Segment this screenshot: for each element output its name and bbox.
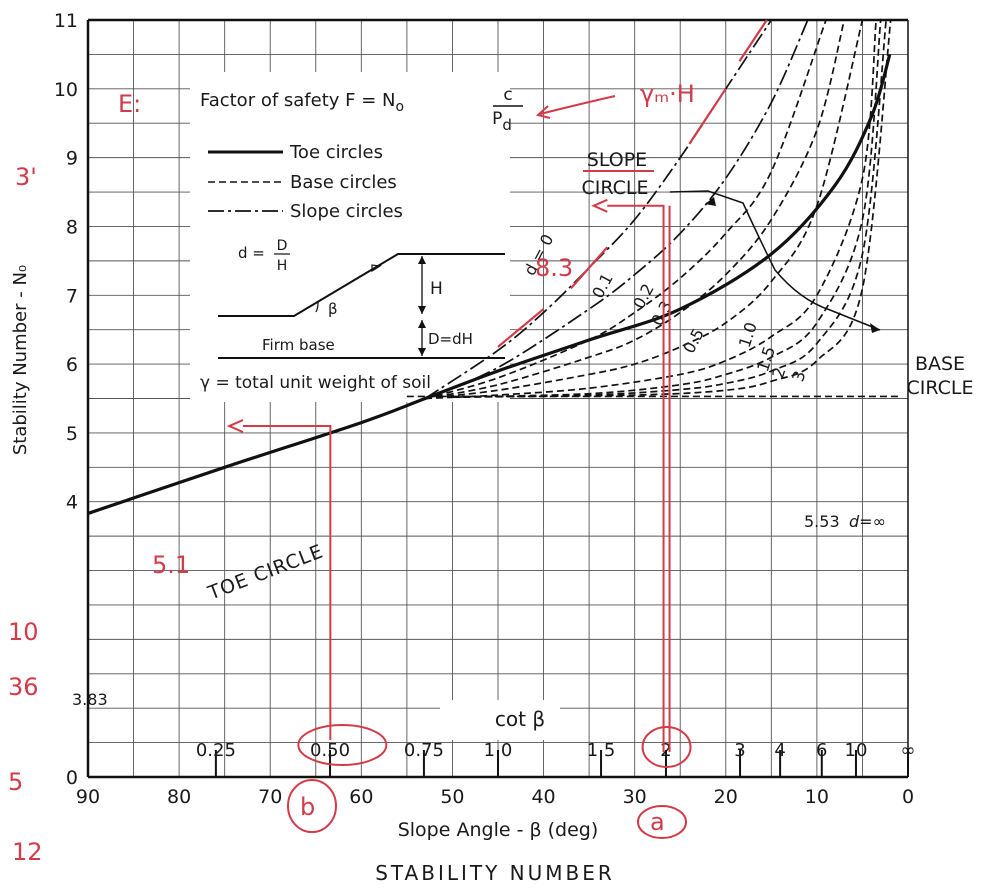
y-tick-label: 9	[66, 148, 78, 170]
inset-h: H	[430, 279, 443, 299]
series-curve	[425, 20, 877, 400]
value-5-53: 5.53	[804, 512, 840, 531]
cot-tick-label: ∞	[900, 740, 915, 761]
curve-layer	[88, 20, 899, 515]
curve-label: 0.3	[647, 298, 676, 329]
slope-circle-leader	[669, 190, 881, 331]
y-tick-label: 11	[54, 10, 78, 32]
x-tick-label: 0	[902, 786, 914, 808]
reading-line-a	[607, 204, 665, 752]
cot-tick-label: 3	[734, 740, 745, 761]
x-tick-label: 30	[623, 786, 647, 808]
value-3-83: 3.83	[72, 690, 108, 709]
x-tick-label: 50	[440, 786, 464, 808]
inset-beta: β	[328, 300, 338, 318]
cot-tick-label: 10	[845, 740, 868, 761]
handwritten-note: 3'	[15, 163, 37, 191]
x-tick-label: 90	[76, 786, 100, 808]
y-tick-label: 7	[66, 285, 78, 307]
series-curve	[424, 20, 846, 400]
curve-label: 3	[788, 368, 809, 384]
handwritten-note: E:	[118, 90, 141, 118]
y-tick-labels: 0 4 5 6 7 8 9 10 11	[54, 10, 78, 789]
series-curve	[452, 20, 892, 398]
handwritten-note: 8.3	[535, 254, 573, 282]
chart-footer: STABILITY NUMBER	[375, 861, 615, 885]
inset-diagram: d = D H β H D=dH Firm base γ = total uni…	[200, 238, 505, 393]
y-tick-label: 0	[66, 767, 78, 789]
handwritten-note: b	[300, 793, 315, 821]
legend-formula: Factor of safety F = No	[200, 90, 404, 115]
handwritten-note: 12	[12, 838, 43, 866]
cot-tick-label: 0.25	[196, 740, 236, 761]
y-tick-label: 4	[66, 492, 78, 514]
slope-outline	[218, 253, 505, 317]
cot-tick-label: 0.50	[310, 740, 350, 761]
handwritten-note: 5.1	[152, 551, 190, 579]
cot-tick-label: 6	[816, 740, 827, 761]
legend-formula-denominator: Pd	[492, 109, 512, 134]
base-circle-label-2: CIRCLE	[907, 377, 974, 399]
inset-firm-base: Firm base	[262, 336, 335, 354]
circle-a	[637, 805, 687, 839]
x-axis-label: Slope Angle - β (deg)	[398, 819, 599, 841]
d-infinity-label: d=∞	[849, 512, 886, 531]
x-tick-label: 40	[531, 786, 555, 808]
legend-base-label: Base circles	[290, 172, 397, 193]
y-tick-label: 10	[54, 79, 78, 101]
x-tick-labels: 90 80 70 60 50 40 30 20 10 0	[76, 786, 914, 808]
legend-toe-label: Toe circles	[289, 142, 383, 163]
x-tick-label: 60	[349, 786, 373, 808]
cot-tick-label: 1.5	[587, 740, 616, 761]
handwritten-note: γₘ·H	[640, 80, 695, 108]
inset-gamma-note: γ = total unit weight of soil	[200, 373, 431, 393]
cot-tick-label: 2	[660, 740, 671, 761]
series-curve	[452, 20, 882, 398]
legend-formula-numerator: c	[503, 85, 512, 105]
toe-circle-label: TOE CIRCLE	[204, 540, 326, 604]
inset-d-den: H	[277, 258, 288, 274]
reading-line-b	[242, 425, 332, 740]
handwritten-note: a	[650, 808, 665, 836]
handwritten-note: 36	[8, 673, 39, 701]
cot-tick-labels: 0.25 0.50 0.75 1.0 1.5 2 3 4 6 10 ∞	[196, 740, 915, 777]
y-tick-label: 6	[66, 354, 78, 376]
slope-circle-label-2: CIRCLE	[582, 177, 649, 199]
series-curve	[425, 20, 864, 400]
x-tick-label: 80	[167, 786, 191, 808]
inset-d-eq: D=dH	[428, 330, 473, 348]
x-tick-label: 70	[258, 786, 282, 808]
cot-tick-label: 4	[774, 740, 785, 761]
cot-tick-label: 1.0	[484, 740, 513, 761]
series-curve	[88, 53, 892, 515]
curve-label: 1.0	[735, 320, 761, 350]
base-circle-label-1: BASE	[915, 353, 965, 375]
slope-circle-label-1: SLOPE	[587, 149, 647, 171]
cot-axis-label: cot β	[495, 707, 545, 731]
handwritten-note: 5	[8, 768, 23, 796]
highlight-d0	[497, 19, 768, 348]
legend-slope-label: Slope circles	[290, 201, 403, 222]
circle-050	[297, 724, 388, 766]
inset-d-def: d =	[238, 244, 265, 262]
series-curve	[424, 20, 827, 400]
y-axis-label: Stability Number - N₀	[10, 265, 31, 455]
x-tick-label: 10	[805, 786, 829, 808]
cot-tick-label: 0.75	[404, 740, 444, 761]
formula-arrow	[535, 95, 616, 119]
inset-d-num: D	[277, 238, 288, 254]
curve-label: 0.1	[588, 270, 617, 301]
circle-2	[641, 726, 692, 768]
y-tick-label: 5	[66, 423, 78, 445]
series-curve	[424, 20, 809, 400]
legend: Factor of safety F = No c Pd Toe circles…	[200, 85, 523, 222]
x-tick-label: 20	[714, 786, 738, 808]
handwritten-note: 10	[8, 618, 39, 646]
y-tick-label: 8	[66, 216, 78, 238]
circle-b	[287, 779, 337, 833]
